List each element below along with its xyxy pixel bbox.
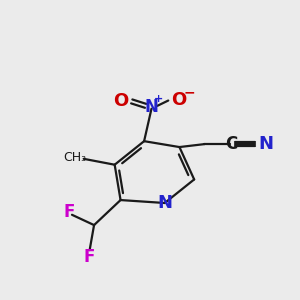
- Text: F: F: [84, 248, 95, 266]
- Text: O: O: [171, 91, 187, 109]
- Text: N: N: [157, 194, 172, 212]
- Text: −: −: [184, 85, 196, 99]
- Text: N: N: [258, 135, 273, 153]
- Text: N: N: [145, 98, 158, 116]
- Text: CH₃: CH₃: [63, 151, 86, 164]
- Text: +: +: [154, 94, 164, 104]
- Text: O: O: [113, 92, 129, 110]
- Text: C: C: [225, 135, 237, 153]
- Text: F: F: [64, 203, 75, 221]
